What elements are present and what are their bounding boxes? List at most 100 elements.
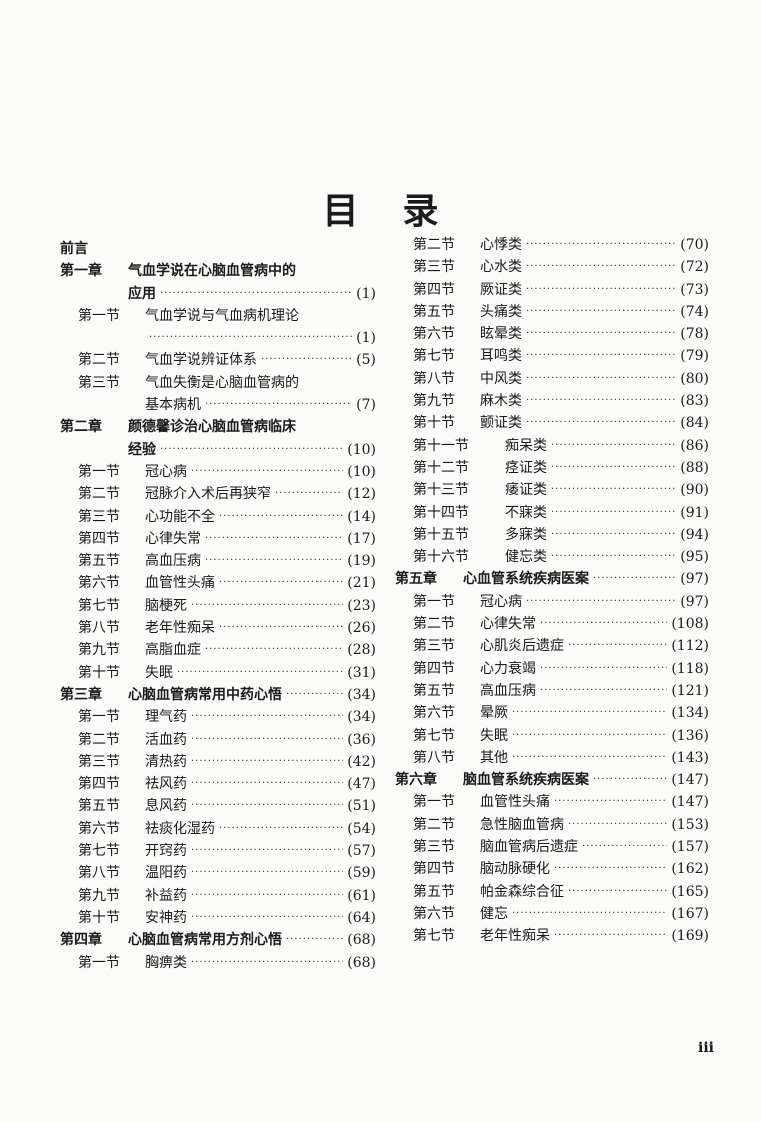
dot-leader [160, 439, 343, 461]
dot-leader [219, 617, 343, 639]
dot-leader [582, 836, 667, 858]
entry-page: (34) [347, 709, 376, 726]
entry-title: 颜德馨诊治心脑血管病临床 [128, 419, 296, 436]
entry-label: 第六节 [413, 705, 455, 722]
toc-entry: 第六节 眩晕类 (78) [395, 323, 709, 345]
entry-page: (86) [680, 437, 709, 454]
entry-label: 第六节 [78, 820, 120, 837]
page-title-char: 目 [322, 191, 359, 232]
entry-page: (157) [671, 839, 709, 856]
entry-title: 老年性痴呆 [480, 928, 550, 945]
entry-page: (47) [347, 776, 376, 793]
entry-title: 帕金森综合征 [480, 883, 564, 900]
entry-label: 第四节 [413, 861, 455, 878]
entry-label: 第三节 [413, 638, 455, 655]
toc-entry: 第十节 颤证类 (84) [395, 412, 709, 434]
toc-entry: 第一节 冠心病 (10) [60, 461, 376, 483]
entry-page: (91) [680, 504, 709, 521]
entry-title-continued: 应用 [128, 285, 156, 302]
entry-title: 健忘 [480, 905, 508, 922]
dot-leader [191, 773, 343, 795]
entry-label: 第一节 [413, 593, 455, 610]
entry-label: 第七节 [413, 727, 455, 744]
entry-page: (64) [347, 909, 376, 926]
toc-entry: 第四节 心力衰竭 (118) [395, 658, 709, 680]
entry-title: 气血学说辨证体系 [145, 352, 257, 369]
toc-entry: 第八节 中风类 (80) [395, 368, 709, 390]
toc-entry: 第四节 祛风药 (47) [60, 773, 376, 795]
toc-entry: 第七节 脑梗死 (23) [60, 595, 376, 617]
dot-leader [526, 301, 676, 323]
entry-label: 第六章 [395, 772, 437, 789]
toc-entry: 第五节 高血压病 (19) [60, 550, 376, 572]
entry-label: 第二节 [413, 237, 455, 253]
toc-entry: 第三章 心脑血管病常用中药心悟 (34) [60, 684, 376, 706]
dot-leader [512, 702, 667, 724]
entry-page: (68) [347, 954, 376, 971]
toc-entry: 第八节 其他 (143) [395, 747, 709, 769]
entry-page: (94) [680, 526, 709, 543]
entry-title: 颤证类 [480, 415, 522, 432]
entry-title: 厥证类 [480, 281, 522, 298]
entry-page: (10) [347, 441, 376, 458]
entry-title: 晕厥 [480, 705, 508, 722]
entry-title: 冠心病 [145, 463, 187, 480]
entry-label: 第三节 [78, 508, 120, 525]
entry-title: 高血压病 [480, 682, 536, 699]
dot-leader [219, 818, 343, 840]
entry-page: (143) [671, 749, 709, 766]
toc-entry: 第十一节 痴呆类 (86) [395, 435, 709, 457]
toc-entry: 第九节 补益药 (61) [60, 885, 376, 907]
entry-label: 第五章 [395, 571, 437, 588]
dot-leader [526, 323, 676, 345]
page-number: iii [698, 1040, 714, 1056]
entry-label: 第五节 [413, 303, 455, 320]
dot-leader [219, 572, 343, 594]
dot-leader [275, 483, 343, 505]
dot-leader [160, 283, 352, 305]
toc-entry: 第三节 气血失衡是心脑血管病的 [60, 372, 376, 394]
toc-entry: 第三节 心功能不全 (14) [60, 506, 376, 528]
dot-leader [286, 929, 343, 951]
entry-title: 中风类 [480, 370, 522, 387]
entry-page: (5) [356, 352, 376, 369]
dot-leader [512, 725, 667, 747]
toc-entry: 第三节 清热药 (42) [60, 751, 376, 773]
entry-page: (83) [680, 393, 709, 410]
entry-label: 第二章 [60, 419, 102, 436]
toc-entry: 第七节 开窍药 (57) [60, 840, 376, 862]
dot-leader [568, 814, 667, 836]
entry-page: (118) [671, 660, 709, 677]
dot-leader [593, 769, 667, 791]
entry-title: 气血学说与气血病机理论 [145, 307, 299, 324]
toc-entry: 第二节 急性脑血管病 (153) [395, 814, 709, 836]
entry-page: (10) [347, 463, 376, 480]
entry-label: 第十三节 [413, 482, 469, 499]
entry-title: 气血学说在心脑血管病中的 [128, 263, 296, 280]
entry-title: 心脑血管病常用中药心悟 [128, 686, 282, 703]
entry-page: (23) [347, 597, 376, 614]
entry-title: 心血管系统疾病医案 [463, 571, 589, 588]
entry-page: (72) [680, 259, 709, 276]
entry-label: 第十六节 [413, 549, 469, 566]
entry-page: (153) [671, 816, 709, 833]
entry-title: 心悸类 [480, 237, 522, 253]
toc-entry-continuation: 应用 (1) [60, 283, 376, 305]
page-title-char: 录 [402, 191, 439, 232]
toc-entry: 第一节 胸痹类 (68) [60, 952, 376, 974]
dot-leader [526, 256, 676, 278]
entry-label: 第一节 [78, 709, 120, 726]
entry-label: 第一章 [60, 263, 102, 280]
entry-label: 第三节 [78, 753, 120, 770]
dot-leader [219, 506, 343, 528]
toc-entry: 第八节 温阳药 (59) [60, 862, 376, 884]
toc-entry: 第六节 血管性头痛 (21) [60, 572, 376, 594]
entry-label: 第五节 [413, 682, 455, 699]
entry-page: (28) [347, 642, 376, 659]
entry-title: 健忘类 [505, 549, 547, 566]
entry-label: 第七节 [78, 843, 120, 860]
entry-label: 前言 [60, 241, 88, 257]
dot-leader [551, 479, 676, 501]
dot-leader [191, 840, 343, 862]
toc-entry: 第六章 脑血管系统疾病医案 (147) [395, 769, 709, 791]
